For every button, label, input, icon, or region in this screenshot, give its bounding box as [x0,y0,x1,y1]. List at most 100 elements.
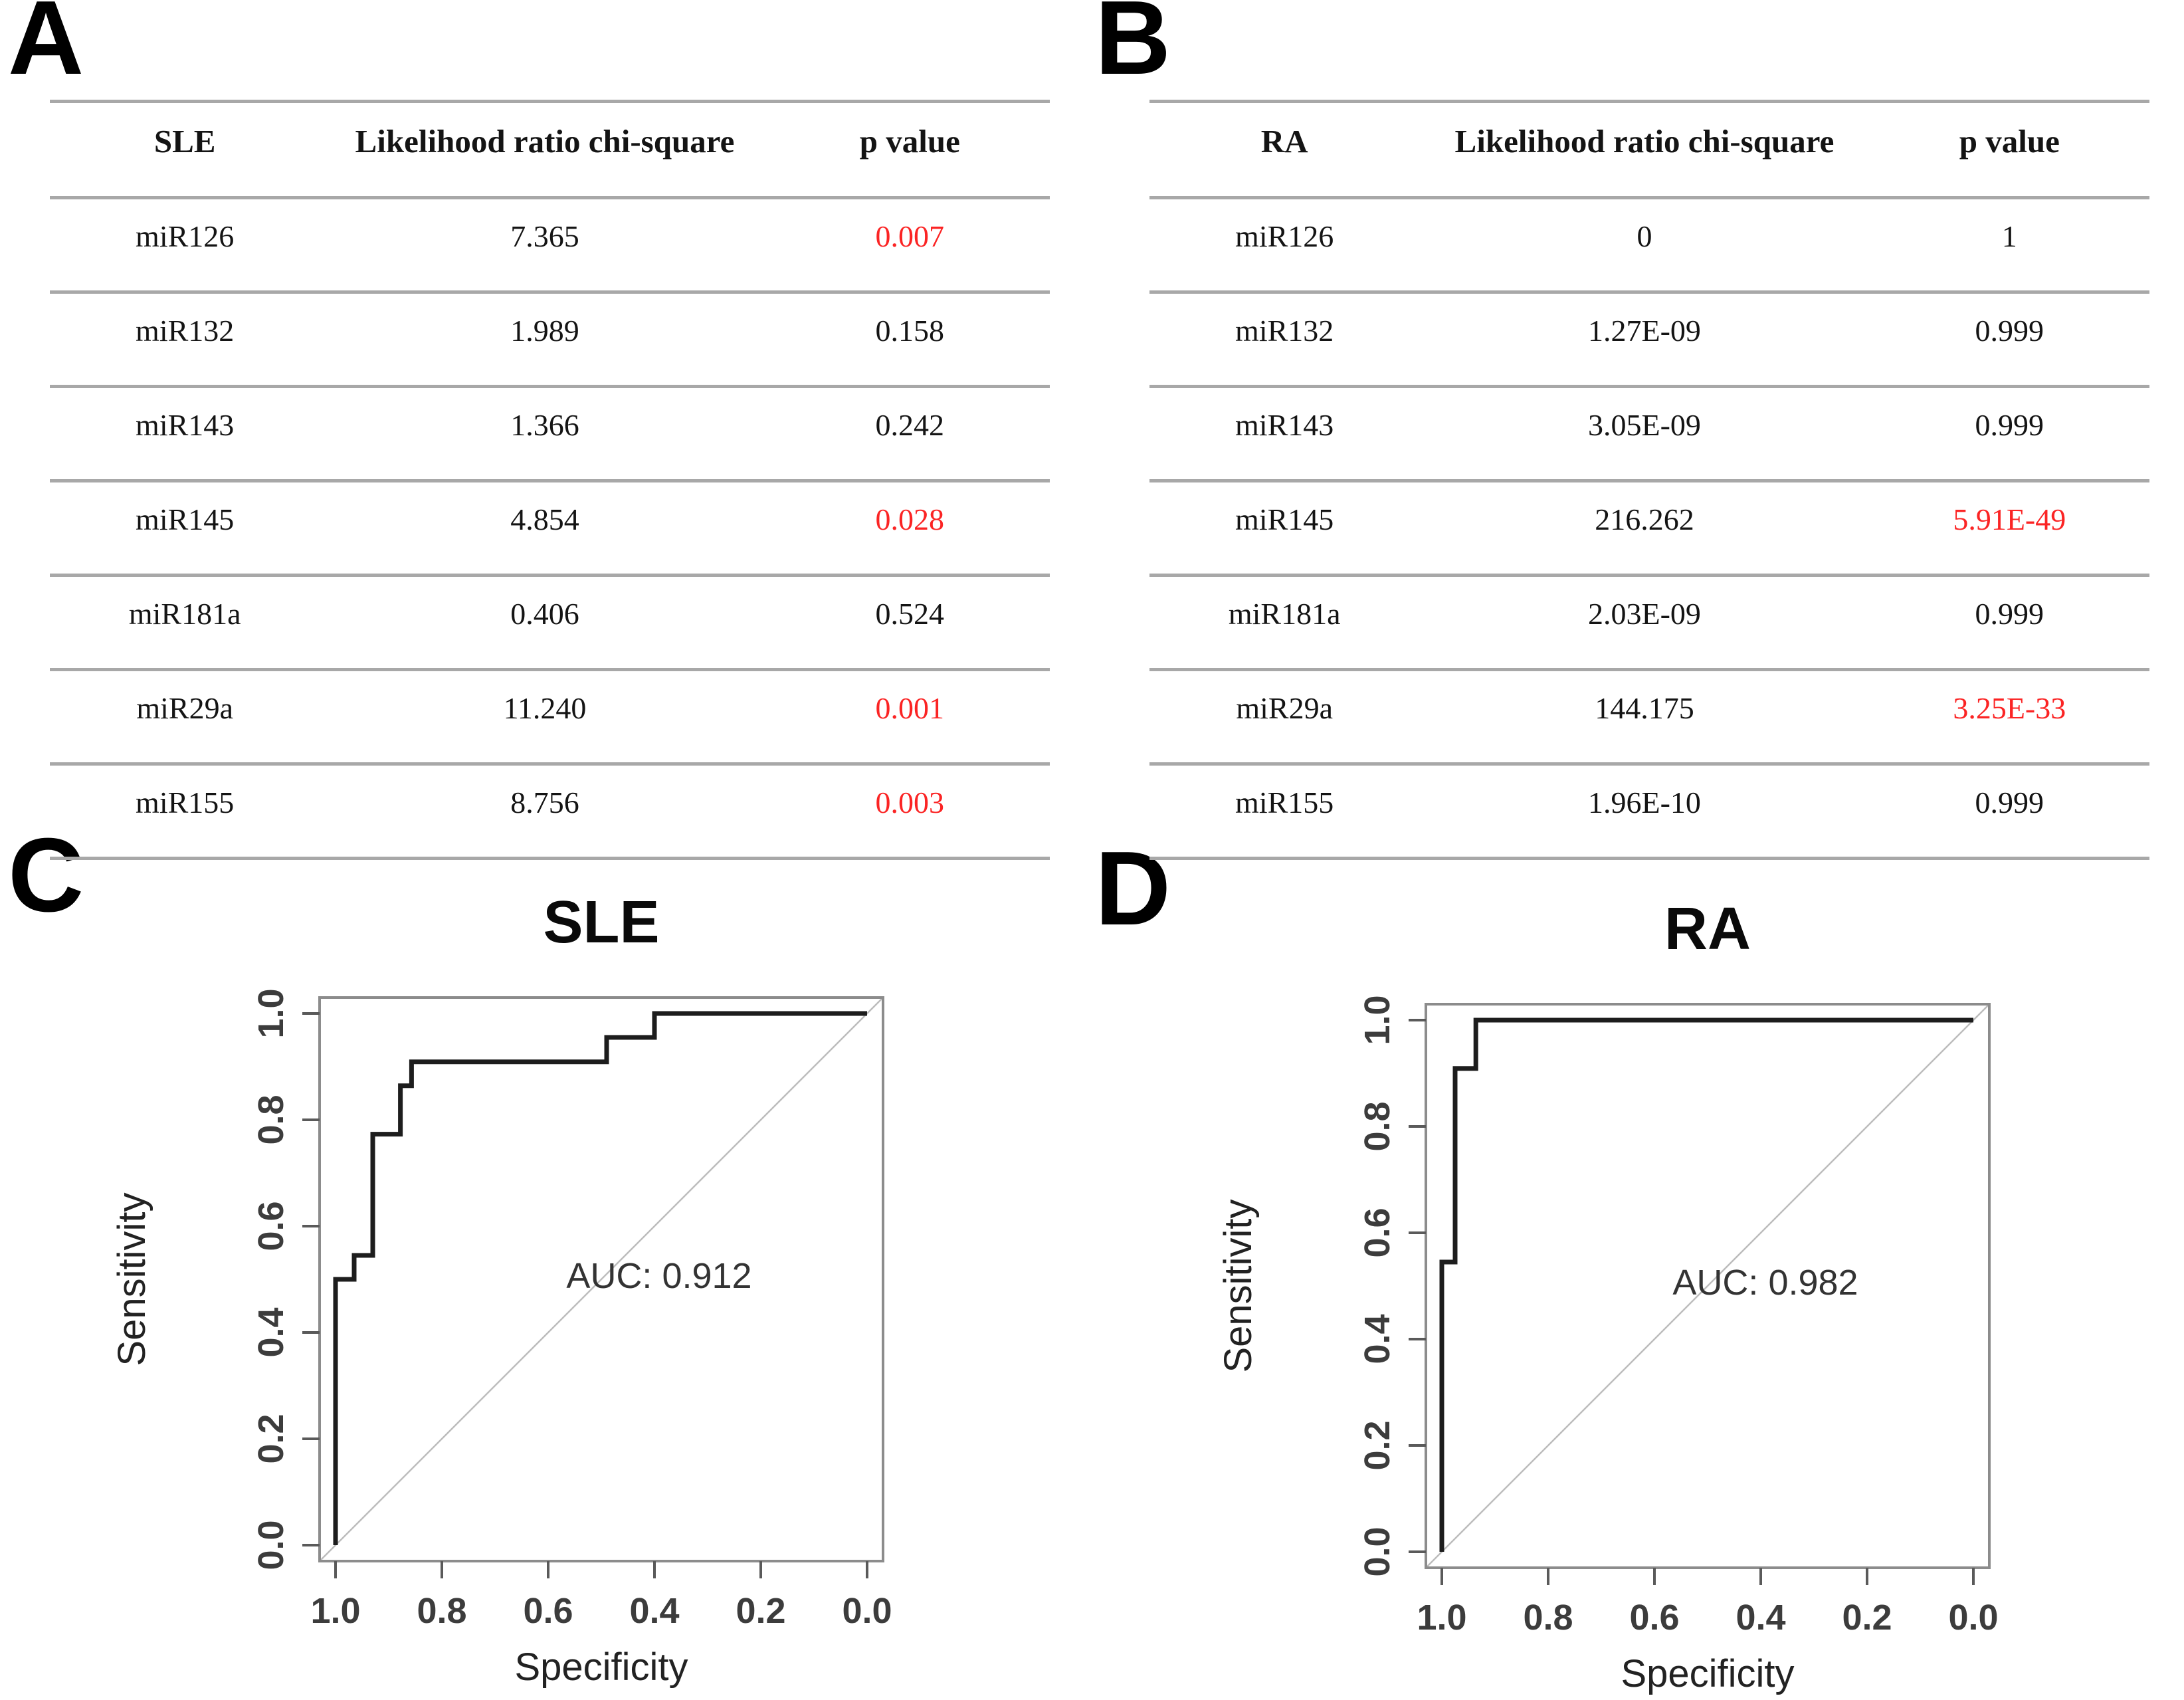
x-axis-tick-label: 0.2 [1842,1598,1892,1638]
diagonal-reference-line [1425,1004,1990,1568]
panel-label-b: B [1095,0,1171,96]
table-body: miR126 0 1 miR132 1.27E-09 0.999 miR143 3.05E-0… [1149,199,2149,860]
plot-box [318,996,884,1562]
mir-name-cell: miR126 [1235,219,1334,253]
table-row: miR132 1.989 0.158 [50,294,1050,388]
y-axis-tick-label: 1.0 [251,988,291,1038]
x-axis-title: Specificity [1621,1652,1794,1695]
chart-title: RA [1664,896,1751,962]
p-value-cell: 0.003 [875,786,945,819]
y-axis-tick-label: 0.4 [1357,1314,1397,1364]
y-axis-tick-label: 0.6 [251,1201,291,1251]
y-axis-tick-label: 1.0 [1357,995,1397,1045]
diagonal-reference-line [319,997,884,1562]
table-row: miR181a 0.406 0.524 [50,577,1050,671]
chi-square-cell: 11.240 [503,691,587,725]
y-axis-tick-label: 0.4 [251,1307,291,1357]
table-row: miR29a 11.240 0.001 [50,671,1050,766]
mir-name-cell: miR29a [136,691,233,725]
chi-square-cell: 144.175 [1595,691,1694,725]
p-value-cell: 0.158 [875,314,945,348]
chi-square-cell: 0.406 [510,597,579,631]
mir-name-cell: miR181a [128,597,241,631]
p-value-cell: 3.25E-33 [1953,691,2066,725]
ra-roc-panel: 1.0 0.8 0.6 0.4 0.2 0.0 0.0 0.2 0.4 0.6 0.8 1.0 RA Sp… [1193,864,2050,1700]
chi-square-cell: 8.756 [510,786,579,819]
y-axis-tick-label: 0.8 [1357,1101,1397,1151]
p-value-cell: 0.524 [875,597,945,631]
table-row: miR145 4.854 0.028 [50,482,1050,577]
p-value-column-header: p value [1959,122,2060,159]
p-value-cell: 0.999 [1975,597,2044,631]
chi-square-cell: 0 [1637,219,1652,253]
table-body: miR126 7.365 0.007 miR132 1.989 0.158 miR143 1.… [50,199,1050,860]
p-value-cell: 0.001 [875,691,945,725]
x-axis-tick-label: 0.6 [523,1591,573,1631]
mir-name-cell: miR126 [136,219,235,253]
x-axis-tick-label: 1.0 [1417,1598,1466,1638]
table-header-row: RA Likelihood ratio chi-square p value [1149,100,2149,199]
table-row: miR155 8.756 0.003 [50,766,1050,860]
panel-label-a: A [8,0,84,96]
chi-square-cell: 2.03E-09 [1588,597,1701,631]
x-axis-tick-label: 0.4 [629,1591,679,1631]
chi-square-column-header: Likelihood ratio chi-square [1454,122,1835,159]
mir-name-cell: miR155 [1235,786,1334,819]
x-axis-tick-label: 0.8 [1523,1598,1573,1638]
roc-curve [1439,1017,1973,1552]
chi-square-cell: 3.05E-09 [1588,408,1701,442]
chi-square-column-header: Likelihood ratio chi-square [355,122,735,159]
group-column-header: RA [1260,122,1308,159]
p-value-cell: 1 [2001,219,2017,253]
table-row: miR143 3.05E-09 0.999 [1149,388,2149,482]
mir-name-cell: miR143 [136,408,235,442]
panel-label-d: D [1095,830,1171,947]
mir-name-cell: miR181a [1228,597,1341,631]
group-column-header: SLE [153,122,216,159]
y-axis-tick-label: 0.8 [251,1095,291,1144]
mir-name-cell: miR145 [136,502,235,536]
roc-curve [333,1011,867,1545]
mir-name-cell: miR29a [1236,691,1333,725]
mir-name-cell: miR132 [1235,314,1334,348]
y-axis-title: Sensitivity [110,1192,153,1366]
p-value-cell: 0.028 [875,502,945,536]
roc-chart-ra: 1.0 0.8 0.6 0.4 0.2 0.0 0.0 0.2 0.4 0.6 0.8 1.0 RA Sp… [1217,896,1999,1695]
x-axis-title: Specificity [514,1646,688,1689]
y-axis-tick-label: 0.2 [1357,1420,1397,1470]
ra-likelihood-table: RA Likelihood ratio chi-square p value m… [1149,100,2149,860]
chi-square-cell: 1.989 [510,314,579,348]
x-axis-tick-label: 0.0 [842,1591,892,1631]
chi-square-cell: 1.366 [510,408,579,442]
chi-square-cell: 216.262 [1595,502,1694,536]
table-row: miR126 7.365 0.007 [50,199,1050,294]
roc-chart-sle: 1.0 0.8 0.6 0.4 0.2 0.0 0.0 0.2 0.4 0.6 0.8 1.0 SLE S… [110,889,892,1689]
table-row: miR143 1.366 0.242 [50,388,1050,482]
p-value-cell: 0.242 [875,408,945,442]
auc-annotation: AUC: 0.982 [1672,1263,1858,1303]
y-axis-title: Sensitivity [1217,1199,1260,1372]
p-value-cell: 0.999 [1975,408,2044,442]
mir-name-cell: miR132 [136,314,235,348]
table-row: miR155 1.96E-10 0.999 [1149,766,2149,860]
table-row: miR145 216.262 5.91E-49 [1149,482,2149,577]
x-axis-tick-label: 0.0 [1948,1598,1998,1638]
chi-square-cell: 1.27E-09 [1588,314,1701,348]
table-row: miR29a 144.175 3.25E-33 [1149,671,2149,766]
p-value-cell: 5.91E-49 [1953,502,2066,536]
chart-title: SLE [543,889,659,956]
chi-square-cell: 4.854 [510,502,579,536]
table-row: miR126 0 1 [1149,199,2149,294]
y-axis-tick-label: 0.0 [251,1520,291,1570]
p-value-cell: 0.999 [1975,786,2044,819]
x-axis-tick-label: 0.8 [417,1591,466,1631]
x-axis-tick-label: 0.4 [1736,1598,1785,1638]
y-axis-tick-label: 0.6 [1357,1208,1397,1257]
table-row: miR181a 2.03E-09 0.999 [1149,577,2149,671]
x-axis-tick-label: 1.0 [310,1591,360,1631]
table-header-row: SLE Likelihood ratio chi-square p value [50,100,1050,199]
p-value-cell: 0.999 [1975,314,2044,348]
y-axis-tick-label: 0.2 [251,1414,291,1463]
p-value-column-header: p value [859,122,960,159]
table-row: miR132 1.27E-09 0.999 [1149,294,2149,388]
